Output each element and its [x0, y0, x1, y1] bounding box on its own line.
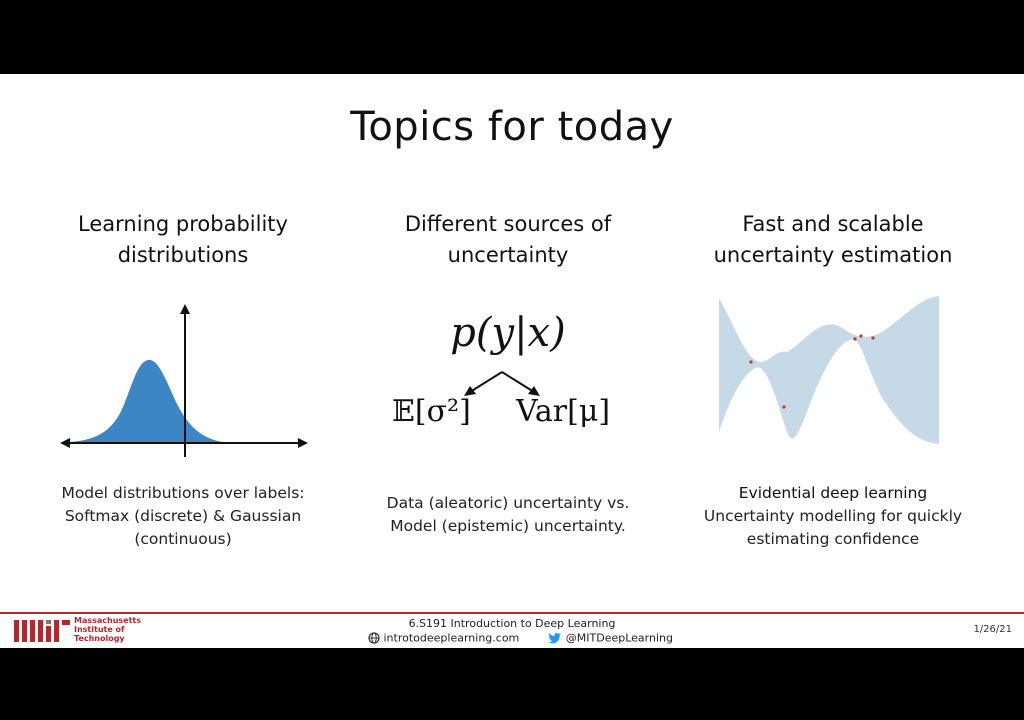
- observation-point: [859, 334, 863, 338]
- gaussian-distribution-figure: [60, 304, 308, 457]
- column-3-caption-line2: Uncertainty modelling for quickly: [703, 507, 963, 525]
- mit-name-line2: Institute of: [74, 625, 125, 634]
- column-1-heading-line2: distributions: [117, 243, 249, 267]
- slide: Topics for today Learning probability di…: [0, 74, 1024, 648]
- column-2-caption-line1: Data (aleatoric) uncertainty vs.: [386, 494, 630, 512]
- x-axis-left-arrow: [60, 438, 70, 448]
- column-2-caption-line2: Model (epistemic) uncertainty.: [390, 517, 626, 535]
- observation-point: [871, 336, 875, 340]
- slide-date: 1/26/21: [973, 624, 1012, 635]
- column-1-caption: Model distributions over labels: Softmax…: [33, 482, 333, 551]
- column-1-caption-line3: (continuous): [134, 530, 232, 548]
- column-1-caption-line1: Model distributions over labels:: [61, 484, 305, 502]
- footer-links: introtodeeplearning.com @MITDeepLearning: [368, 631, 673, 645]
- twitter-bird-icon: [548, 633, 562, 644]
- formula-variance-mu: Var[μ]: [516, 394, 611, 429]
- course-title: 6.S191 Introduction to Deep Learning: [408, 617, 616, 630]
- slide-title: Topics for today: [350, 104, 674, 150]
- column-3-heading-line2: uncertainty estimation: [713, 243, 953, 267]
- website-link[interactable]: introtodeeplearning.com: [383, 631, 520, 645]
- mit-logo: [14, 620, 70, 642]
- column-2-heading: Different sources of uncertainty: [358, 209, 658, 271]
- column-3-caption-line1: Evidential deep learning: [738, 484, 928, 502]
- uncertainty-band: [719, 296, 939, 444]
- formula-p-y-given-x: p(y|x): [450, 310, 566, 356]
- globe-icon: [368, 632, 380, 644]
- y-axis-arrow: [180, 304, 190, 314]
- x-axis-right-arrow: [298, 438, 308, 448]
- twitter-handle-link[interactable]: @MITDeepLearning: [565, 631, 673, 645]
- mit-name-line3: Technology: [74, 634, 125, 643]
- uncertainty-band-figure: [719, 296, 939, 444]
- column-2-heading-line1: Different sources of: [404, 212, 612, 236]
- observation-point: [853, 337, 857, 341]
- observation-point: [782, 405, 786, 409]
- mit-institution-name: Massachusetts Institute of Technology: [74, 616, 141, 643]
- observation-point: [749, 360, 753, 364]
- column-2-caption: Data (aleatoric) uncertainty vs. Model (…: [358, 492, 658, 538]
- formula-expectation-sigma: 𝔼[σ²]: [392, 394, 471, 429]
- column-2-heading-line2: uncertainty: [447, 243, 569, 267]
- column-3-heading-line1: Fast and scalable: [742, 212, 924, 236]
- column-1-caption-line2: Softmax (discrete) & Gaussian: [64, 507, 302, 525]
- column-3-caption-line3: estimating confidence: [746, 530, 920, 548]
- column-1-heading: Learning probability distributions: [33, 209, 333, 271]
- column-3-caption: Evidential deep learning Uncertainty mod…: [683, 482, 983, 551]
- gaussian-curve-fill: [70, 359, 223, 442]
- formula-arrows: [464, 371, 540, 396]
- mit-name-line1: Massachusetts: [74, 616, 142, 625]
- column-3-heading: Fast and scalable uncertainty estimation: [683, 209, 983, 271]
- column-1-heading-line1: Learning probability: [78, 212, 288, 236]
- slide-footer: Massachusetts Institute of Technology 6.…: [0, 612, 1024, 648]
